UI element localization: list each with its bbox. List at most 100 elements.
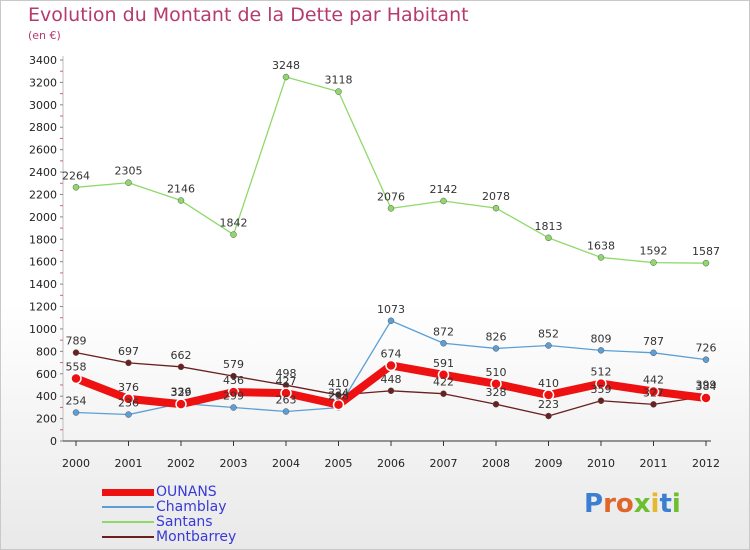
chart-title: Evolution du Montant de la Dette par Hab… bbox=[28, 4, 469, 26]
data-point-santans bbox=[387, 205, 395, 212]
legend-item-santans: Santans bbox=[102, 514, 322, 530]
data-point-chamblay bbox=[125, 411, 132, 418]
data-point-ounans bbox=[122, 393, 135, 405]
data-label-ounans: 510 bbox=[486, 366, 507, 379]
data-label-santans: 3248 bbox=[272, 59, 300, 72]
data-label-chamblay: 298 bbox=[328, 390, 349, 403]
y-tick-label: 1800 bbox=[29, 233, 57, 246]
data-label-chamblay: 852 bbox=[538, 328, 559, 341]
legend-swatch-ounans bbox=[102, 489, 154, 496]
data-label-santans: 1842 bbox=[220, 217, 248, 230]
y-tick-label: 2200 bbox=[29, 188, 57, 201]
data-point-santans bbox=[597, 254, 605, 261]
data-label-ounans: 436 bbox=[223, 374, 244, 387]
data-label-ounans: 512 bbox=[591, 366, 612, 379]
data-label-santans: 2078 bbox=[482, 190, 510, 203]
x-tick-label: 2003 bbox=[220, 457, 248, 470]
x-tick-label: 2002 bbox=[167, 457, 195, 470]
data-label-chamblay: 254 bbox=[66, 395, 87, 408]
x-tick-label: 2004 bbox=[272, 457, 300, 470]
data-point-santans bbox=[177, 197, 185, 204]
logo-letter: t bbox=[659, 489, 672, 519]
data-label-ounans: 591 bbox=[433, 357, 454, 370]
y-tick-label: 3200 bbox=[29, 76, 57, 89]
legend-swatch-santans bbox=[102, 521, 154, 523]
data-point-santans bbox=[230, 231, 237, 238]
y-tick-label: 1000 bbox=[29, 323, 57, 336]
data-label-santans: 2305 bbox=[115, 165, 143, 178]
data-point-chamblay bbox=[282, 408, 290, 415]
data-point-chamblay bbox=[545, 342, 552, 349]
data-point-montbarrey bbox=[440, 390, 447, 397]
data-label-chamblay: 872 bbox=[433, 325, 454, 338]
proxiti-logo: Proxiti bbox=[584, 489, 681, 519]
data-label-ounans: 376 bbox=[118, 381, 139, 394]
logo-letter: i bbox=[671, 489, 681, 519]
data-label-santans: 1592 bbox=[640, 245, 668, 258]
data-label-montbarrey: 399 bbox=[696, 378, 717, 391]
x-tick-label: 2010 bbox=[587, 457, 615, 470]
data-point-chamblay bbox=[702, 356, 710, 363]
y-tick-label: 800 bbox=[36, 345, 57, 358]
data-point-santans bbox=[492, 204, 500, 212]
x-tick-label: 2007 bbox=[430, 457, 458, 470]
data-label-chamblay: 809 bbox=[591, 332, 612, 345]
data-label-chamblay: 263 bbox=[276, 394, 297, 407]
data-point-santans bbox=[545, 234, 552, 242]
data-point-chamblay bbox=[440, 340, 447, 347]
legend-label-montbarrey: Montbarrey bbox=[156, 529, 237, 545]
data-label-chamblay: 826 bbox=[486, 330, 507, 343]
data-label-ounans: 558 bbox=[66, 360, 87, 373]
data-label-ounans: 324 bbox=[328, 387, 349, 400]
data-point-santans bbox=[125, 179, 132, 186]
series-line-santans bbox=[75, 76, 707, 264]
y-tick-label: 0 bbox=[50, 435, 57, 448]
logo-letter: r bbox=[603, 489, 616, 519]
data-point-chamblay bbox=[597, 347, 605, 354]
logo-letter: o bbox=[615, 489, 634, 519]
data-point-santans bbox=[335, 88, 342, 95]
data-label-montbarrey: 448 bbox=[381, 373, 402, 386]
legend-item-chamblay: Chamblay bbox=[102, 499, 322, 515]
data-point-ounans bbox=[227, 386, 240, 398]
data-point-montbarrey bbox=[492, 400, 500, 408]
data-point-ounans bbox=[490, 378, 502, 390]
y-tick-label: 600 bbox=[36, 368, 57, 381]
legend-swatch-chamblay bbox=[102, 506, 154, 508]
data-label-ounans: 674 bbox=[381, 347, 402, 360]
data-label-montbarrey: 789 bbox=[66, 335, 87, 348]
legend-item-ounans: OUNANS bbox=[102, 484, 322, 500]
y-tick-label: 400 bbox=[36, 390, 57, 403]
data-label-montbarrey: 422 bbox=[433, 376, 454, 389]
y-tick-label: 200 bbox=[36, 413, 57, 426]
data-point-montbarrey bbox=[387, 387, 395, 395]
data-label-ounans: 442 bbox=[643, 373, 664, 386]
legend-label-chamblay: Chamblay bbox=[156, 499, 227, 515]
data-point-ounans bbox=[70, 372, 82, 385]
data-label-chamblay: 236 bbox=[118, 397, 139, 410]
data-label-santans: 2142 bbox=[430, 183, 458, 196]
data-label-chamblay: 1073 bbox=[377, 303, 405, 316]
logo-letter: x bbox=[633, 489, 651, 519]
data-label-chamblay: 336 bbox=[171, 385, 192, 398]
data-point-ounans bbox=[437, 369, 450, 381]
data-point-ounans bbox=[332, 398, 345, 411]
y-tick-label: 2400 bbox=[29, 166, 57, 179]
data-point-chamblay bbox=[650, 349, 657, 357]
y-tick-label: 2600 bbox=[29, 144, 57, 157]
data-label-montbarrey: 328 bbox=[486, 386, 507, 399]
data-point-chamblay bbox=[492, 345, 500, 352]
data-label-montbarrey: 410 bbox=[328, 377, 349, 390]
data-label-santans: 2076 bbox=[377, 190, 405, 203]
data-label-montbarrey: 359 bbox=[591, 383, 612, 396]
x-tick-label: 2009 bbox=[535, 457, 563, 470]
data-label-montbarrey: 697 bbox=[118, 345, 139, 358]
legend-label-santans: Santans bbox=[156, 514, 213, 530]
x-tick-label: 2000 bbox=[62, 457, 90, 470]
data-point-ounans bbox=[647, 385, 660, 398]
data-point-ounans bbox=[385, 359, 397, 372]
data-point-chamblay bbox=[387, 317, 395, 325]
data-point-chamblay bbox=[230, 404, 237, 411]
data-label-chamblay: 299 bbox=[223, 389, 244, 402]
